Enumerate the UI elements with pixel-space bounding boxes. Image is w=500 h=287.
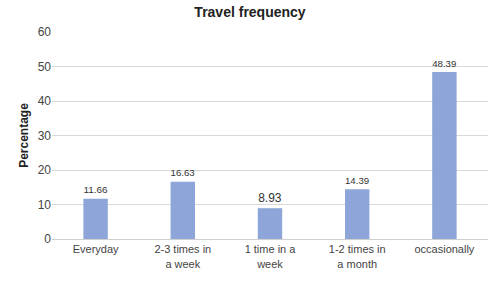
svg-text:Percentage: Percentage (17, 103, 31, 168)
svg-text:10: 10 (38, 198, 52, 212)
svg-text:Everyday: Everyday (73, 243, 119, 255)
svg-text:30: 30 (38, 129, 52, 143)
svg-text:50: 50 (38, 60, 52, 74)
svg-text:16.63: 16.63 (171, 167, 195, 178)
svg-text:2-3 times ina week: 2-3 times ina week (154, 243, 211, 269)
svg-text:11.66: 11.66 (83, 184, 108, 195)
svg-text:14.39: 14.39 (345, 175, 369, 186)
svg-text:Travel frequency: Travel frequency (194, 4, 305, 20)
svg-text:occasionally: occasionally (414, 243, 474, 255)
svg-text:20: 20 (38, 163, 52, 177)
svg-text:60: 60 (38, 25, 52, 39)
svg-text:40: 40 (38, 94, 52, 108)
svg-text:48.39: 48.39 (432, 58, 456, 69)
svg-text:1 time in aweek: 1 time in aweek (245, 243, 297, 269)
svg-text:8.93: 8.93 (258, 191, 282, 205)
svg-text:1-2 times ina month: 1-2 times ina month (329, 243, 386, 269)
svg-text:0: 0 (44, 232, 51, 246)
